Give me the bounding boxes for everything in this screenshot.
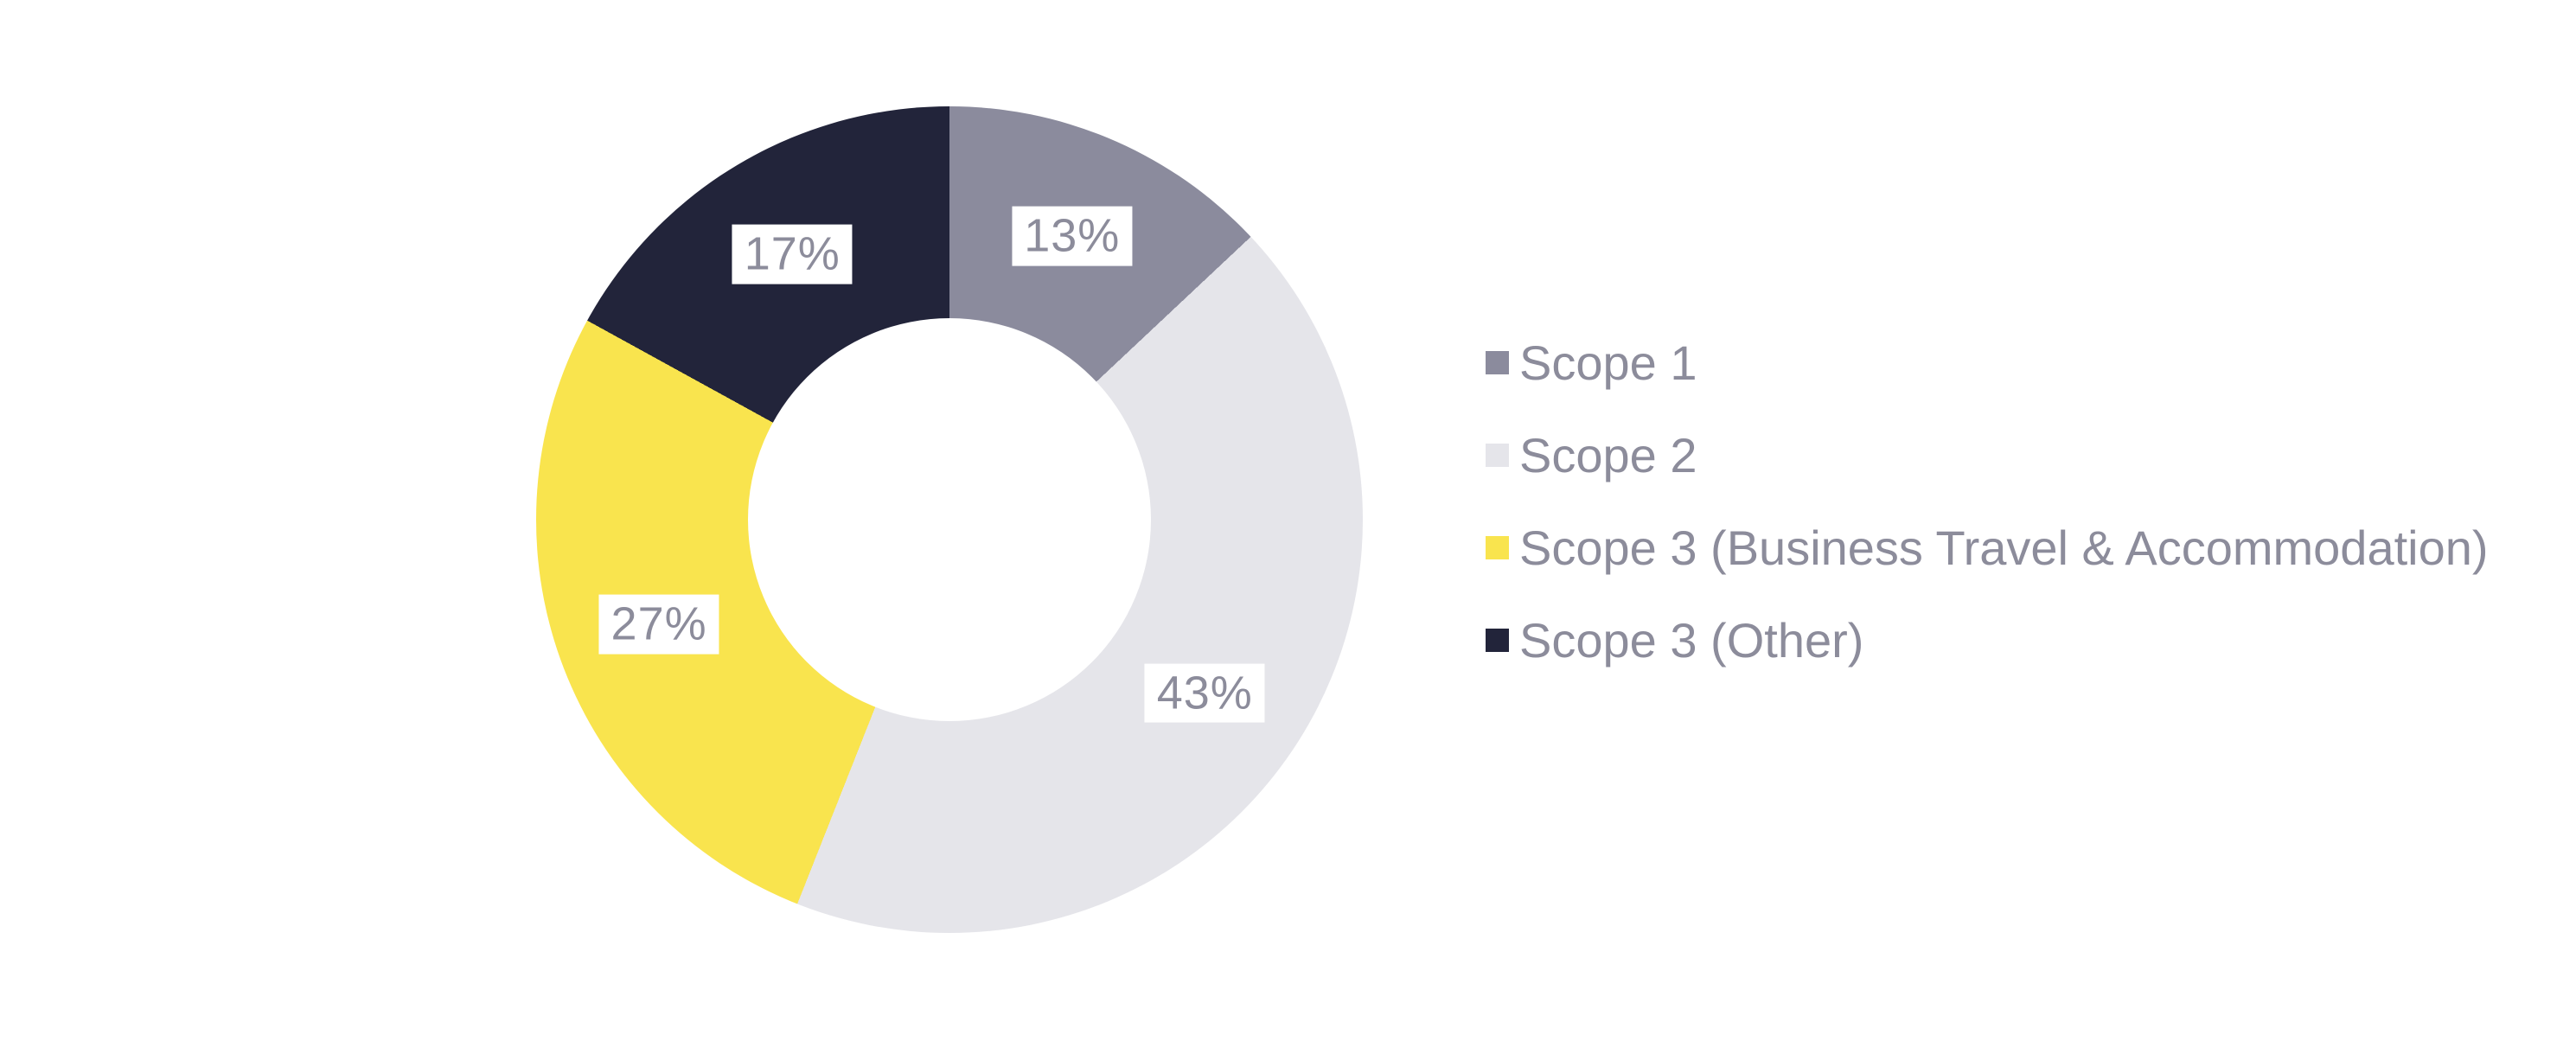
donut-hole: [748, 318, 1151, 721]
legend-square-icon: [1486, 536, 1509, 559]
slice-label-scope-2: 43%: [1144, 663, 1265, 724]
chart-legend: Scope 1 Scope 2 Scope 3 (Business Travel…: [1486, 316, 2489, 687]
legend-item-scope-3-business-travel[interactable]: Scope 3 (Business Travel & Accommodation…: [1486, 501, 2489, 594]
legend-item-label: Scope 1: [1519, 335, 1697, 390]
legend-item-label: Scope 2: [1519, 427, 1697, 482]
legend-item-scope-3-other[interactable]: Scope 3 (Other): [1486, 594, 2489, 687]
slice-label-scope-3-other: 17%: [732, 224, 853, 284]
legend-item-scope-2[interactable]: Scope 2: [1486, 409, 2489, 501]
slice-label-scope-1: 13%: [1012, 206, 1133, 266]
donut-chart[interactable]: [536, 106, 1363, 933]
legend-square-icon: [1486, 351, 1509, 374]
legend-item-scope-1[interactable]: Scope 1: [1486, 316, 2489, 409]
legend-item-label: Scope 3 (Other): [1519, 612, 1864, 668]
legend-item-label: Scope 3 (Business Travel & Accommodation…: [1519, 520, 2489, 575]
legend-square-icon: [1486, 444, 1509, 467]
slice-label-scope-3-business-travel: 27%: [598, 594, 719, 655]
legend-square-icon: [1486, 629, 1509, 652]
